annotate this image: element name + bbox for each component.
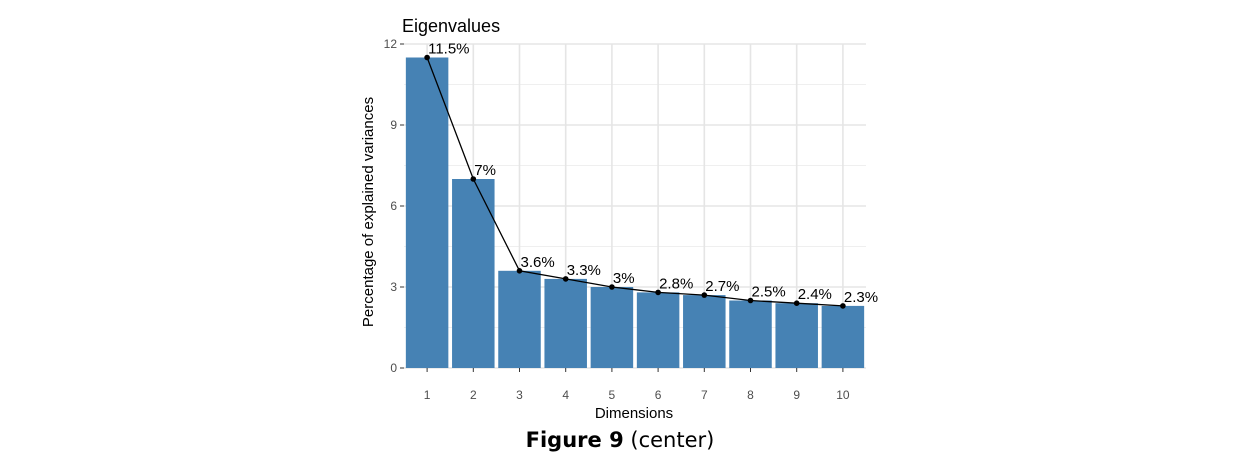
y-tick-label: 12 bbox=[384, 37, 398, 51]
data-label: 2.7% bbox=[705, 278, 739, 295]
data-label: 7% bbox=[474, 162, 496, 179]
trend-line-path bbox=[426, 57, 843, 307]
x-tick-label: 6 bbox=[655, 388, 662, 402]
data-point bbox=[470, 176, 477, 182]
bar bbox=[405, 57, 449, 368]
data-point bbox=[747, 297, 754, 304]
y-tick-label: 3 bbox=[390, 280, 397, 294]
caption-rest: (center) bbox=[630, 428, 715, 452]
y-axis: 0 3 6 9 12 bbox=[384, 37, 404, 375]
data-label: 11.5% bbox=[428, 41, 469, 58]
data-point bbox=[609, 284, 615, 290]
y-tick-label: 0 bbox=[390, 361, 397, 375]
caption-bold: Figure 9 bbox=[525, 428, 624, 452]
y-tick-label: 9 bbox=[390, 118, 397, 132]
data-point bbox=[701, 292, 708, 298]
x-tick-label: 4 bbox=[562, 388, 569, 402]
bar bbox=[775, 303, 818, 368]
data-point bbox=[424, 54, 430, 61]
data-point bbox=[840, 303, 846, 309]
bar bbox=[821, 305, 865, 368]
data-point bbox=[793, 300, 800, 307]
x-tick-label: 3 bbox=[516, 388, 523, 402]
data-label: 3% bbox=[613, 270, 635, 287]
bar bbox=[498, 270, 541, 368]
data-label: 2.5% bbox=[752, 284, 786, 301]
chart-title: Eigenvalues bbox=[402, 16, 500, 36]
x-tick-label: 1 bbox=[424, 388, 431, 402]
y-tick-label: 6 bbox=[390, 199, 397, 213]
trend-line bbox=[424, 54, 846, 309]
x-tick-label: 7 bbox=[701, 388, 708, 402]
bar bbox=[590, 287, 634, 368]
y-axis-title: Percentage of explained variances bbox=[360, 97, 377, 327]
bar bbox=[544, 278, 587, 368]
data-label: 2.8% bbox=[659, 275, 693, 292]
data-label: 2.3% bbox=[844, 289, 878, 306]
data-point bbox=[516, 268, 523, 274]
x-tick-label: 9 bbox=[793, 388, 800, 402]
x-tick-label: 10 bbox=[836, 388, 850, 402]
bar bbox=[729, 300, 772, 368]
data-label: 3.3% bbox=[567, 262, 601, 279]
data-label: 3.6% bbox=[521, 254, 555, 271]
bar bbox=[636, 292, 680, 368]
data-point bbox=[562, 276, 569, 282]
x-axis: 1 2 3 4 5 6 7 8 9 10 bbox=[424, 368, 850, 402]
x-tick-label: 5 bbox=[609, 388, 616, 402]
bar bbox=[683, 295, 726, 368]
x-tick-label: 8 bbox=[747, 388, 754, 402]
bar bbox=[452, 179, 495, 368]
bars bbox=[405, 57, 865, 368]
x-tick-label: 2 bbox=[470, 388, 477, 402]
data-point bbox=[655, 289, 661, 296]
figure-caption: Figure 9 (center) bbox=[0, 428, 1240, 452]
x-axis-title: Dimensions bbox=[595, 405, 673, 422]
data-labels: 11.5% 7% 3.6% 3.3% 3% 2.8% 2.7% 2.5% 2.4% 2.3% bbox=[428, 41, 878, 306]
data-label: 2.4% bbox=[798, 286, 832, 303]
